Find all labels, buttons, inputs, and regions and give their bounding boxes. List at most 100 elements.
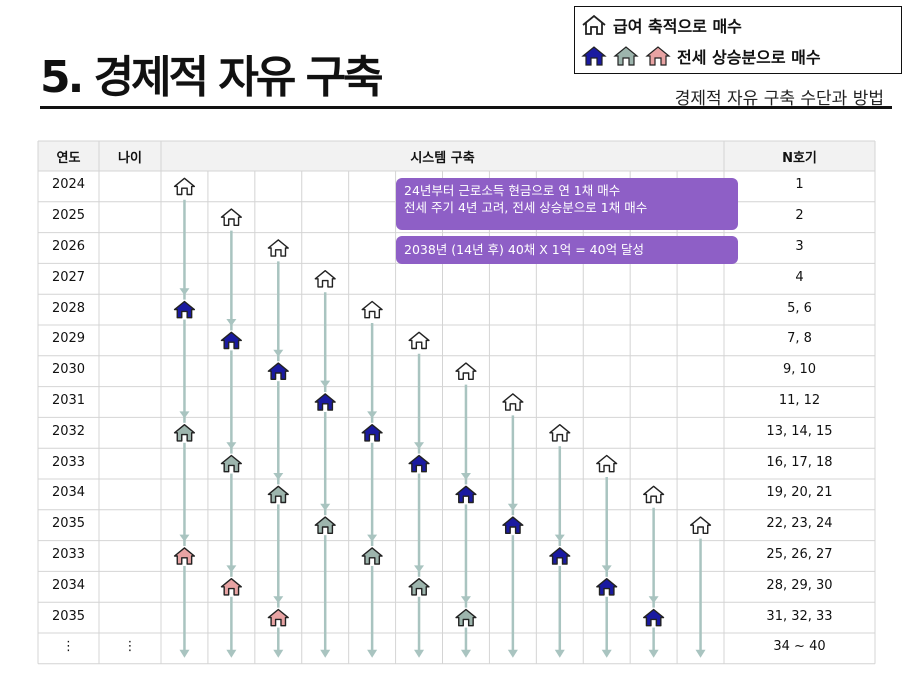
arrow-head	[226, 442, 237, 450]
arrow-head	[601, 565, 612, 573]
title-underline	[40, 106, 892, 109]
arrow-head	[226, 565, 237, 573]
house-outline-icon	[689, 516, 712, 534]
arrow-head	[460, 649, 471, 658]
cell-count: 2	[795, 208, 804, 224]
cell-year: 2033	[51, 454, 86, 470]
house-blue-icon	[549, 547, 571, 565]
house-pink-icon	[645, 46, 671, 66]
house-gray-icon	[314, 516, 336, 534]
page-title: 5. 경제적 자유 구축	[40, 52, 384, 103]
house-outline-icon	[408, 331, 430, 350]
cell-count: 31, 32, 33	[766, 608, 833, 624]
arrow-head	[460, 596, 471, 604]
arrow-head	[179, 288, 190, 296]
house-gray-icon	[408, 578, 430, 596]
house-outline-icon	[220, 208, 242, 226]
cell-count: 11, 12	[778, 393, 821, 408]
cell-year: 2028	[51, 300, 86, 316]
cell-count: 7, 8	[787, 331, 812, 347]
callout-purchase-plan: 24년부터 근로소득 현금으로 연 1채 매수 전세 주기 4년 고려, 전세 …	[396, 178, 738, 230]
cell-year: 2031	[51, 393, 86, 408]
arrow-head	[460, 473, 471, 480]
cell-count: 16, 17, 18	[766, 454, 833, 470]
house-gray-icon	[455, 608, 477, 627]
arrow-head	[507, 649, 518, 658]
header-system: 시스템 구축	[410, 151, 475, 166]
arrow-head	[273, 349, 284, 357]
arrow-head	[273, 473, 284, 480]
arrow-head	[695, 649, 706, 658]
arrow-head	[414, 649, 425, 658]
cell-year: 2027	[51, 269, 86, 285]
legend-deposit-label: 전세 상승분으로 매수	[677, 48, 821, 67]
cell-count: 5, 6	[787, 300, 812, 316]
arrow-head	[320, 503, 331, 511]
cell-count: 19, 20, 21	[766, 485, 833, 501]
arrow-head	[367, 649, 378, 658]
arrow-head	[273, 649, 284, 658]
arrow-head	[601, 649, 612, 658]
house-pink-icon	[267, 608, 289, 627]
house-gray-icon	[220, 454, 242, 473]
header-year: 연도	[56, 151, 81, 166]
cell-year: 2034	[51, 485, 86, 501]
cell-count: 4	[795, 269, 804, 285]
arrow-head	[648, 596, 659, 604]
legend-salary: 급여 축적으로 매수	[581, 12, 742, 38]
cell-year: 2035	[51, 608, 86, 624]
house-gray-icon	[361, 547, 383, 565]
house-outline-icon	[549, 424, 571, 442]
cell-count: 3	[795, 239, 804, 254]
arrow-head	[648, 649, 659, 658]
arrow-head	[226, 319, 237, 326]
cell-count: 9, 10	[782, 362, 817, 378]
arrow-head	[554, 649, 565, 658]
arrow-head	[226, 649, 237, 658]
header-count: N호기	[782, 151, 817, 166]
house-outline-icon	[361, 300, 383, 319]
arrow-head	[320, 380, 331, 388]
page-subtitle: 경제적 자유 구축 수단과 방법	[674, 89, 884, 109]
arrow-head	[554, 534, 565, 542]
house-outline-icon	[502, 393, 524, 411]
callout-line-2: 전세 주기 4년 고려, 전세 상승분으로 1채 매수	[404, 200, 648, 215]
house-pink-icon	[173, 547, 196, 565]
cell-year: 2025	[51, 208, 86, 224]
cell-count: 28, 29, 30	[766, 577, 833, 593]
house-blue-icon	[361, 424, 383, 442]
cell-year: 2026	[51, 239, 86, 254]
arrow-head	[367, 534, 378, 542]
cell-year: 2034	[51, 577, 86, 593]
cell-count: 25, 26, 27	[766, 547, 833, 562]
house-blue-icon	[596, 578, 618, 596]
house-outline-icon	[643, 485, 665, 504]
callout-line-3: 2038년 (14년 후) 40채 X 1억 = 40억 달성	[404, 242, 645, 257]
header-age: 나이	[118, 151, 142, 166]
house-gray-icon	[267, 485, 289, 504]
house-outline-icon	[596, 454, 618, 473]
legend-deposit: 전세 상승분으로 매수	[581, 43, 821, 69]
cell-count: 22, 23, 24	[766, 516, 833, 532]
cell-count: 34 ~ 40	[773, 639, 826, 655]
house-blue-icon	[173, 300, 196, 319]
arrow-head	[179, 534, 190, 542]
house-gray-icon	[613, 46, 639, 66]
house-outline-icon	[173, 177, 196, 196]
arrow-head	[179, 649, 190, 658]
legend-box: 급여 축적으로 매수 전세 상승분으로 매수	[574, 6, 902, 74]
cell-year: 2035	[51, 516, 86, 532]
arrow-head	[179, 411, 190, 419]
cell-year: 2030	[51, 362, 86, 378]
house-gray-icon	[173, 424, 196, 442]
cell-count: 1	[795, 177, 804, 193]
house-blue-icon	[643, 608, 665, 627]
cell-year: 2029	[51, 331, 86, 347]
arrow-head	[507, 503, 518, 511]
house-blue-icon	[220, 331, 242, 350]
arrow-head	[414, 565, 425, 573]
callout-goal: 2038년 (14년 후) 40채 X 1억 = 40억 달성	[396, 236, 738, 264]
house-outline-icon	[455, 362, 477, 380]
arrow-head	[414, 442, 425, 450]
